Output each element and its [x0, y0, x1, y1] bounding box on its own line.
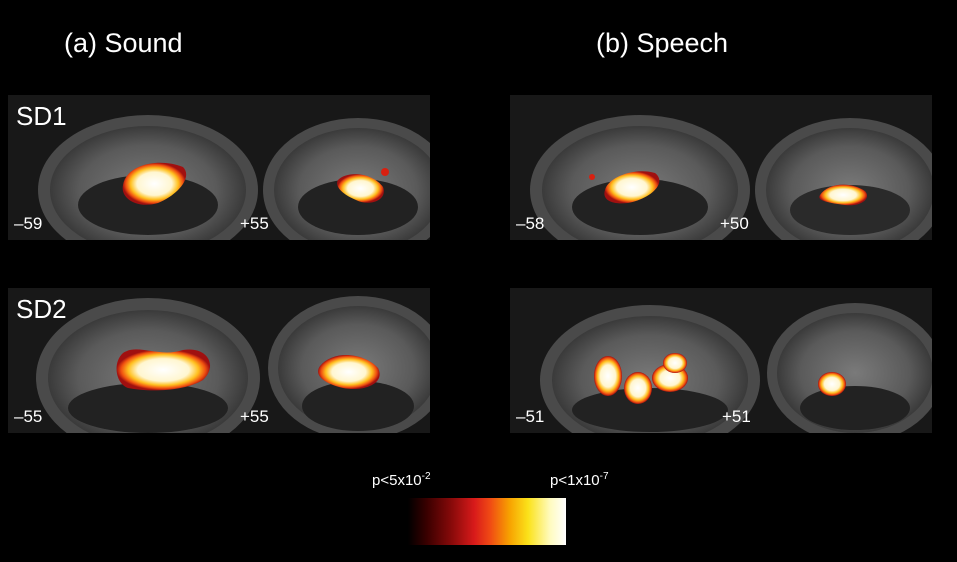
panel-a-sd1: SD1 –59 +55: [8, 95, 430, 240]
colorbar-low-label: p<5x10-2: [372, 471, 431, 489]
coord-b-sd2-right: +51: [722, 407, 751, 426]
brain-slices-a-sd2: [36, 296, 430, 433]
coord-a-sd1-left: –59: [14, 214, 43, 233]
coord-b-sd1-left: –58: [516, 214, 545, 233]
subject-label-sd1: SD1: [16, 101, 67, 131]
panel-a-title: (a) Sound: [64, 28, 183, 58]
coord-b-sd1-right: +50: [720, 214, 749, 233]
coord-a-sd2-right: +55: [240, 407, 269, 426]
panel-a-sd2: SD2 –55 +55: [8, 288, 430, 433]
colorbar-high-label: p<1x10-7: [550, 471, 609, 489]
brain-slices-a-sd1: [38, 115, 430, 240]
colorbar: [408, 498, 566, 545]
subject-label-sd2: SD2: [16, 294, 67, 324]
panel-b-title: (b) Speech: [596, 28, 729, 58]
brain-slices-b-sd1: [530, 115, 932, 240]
panel-b-sd1: –58 +50: [510, 95, 932, 240]
coord-b-sd2-left: –51: [516, 407, 545, 426]
brain-slices-b-sd2: [540, 303, 932, 433]
panel-b-sd2: –51 +51: [510, 288, 932, 433]
coord-a-sd2-left: –55: [14, 407, 43, 426]
coord-a-sd1-right: +55: [240, 214, 269, 233]
